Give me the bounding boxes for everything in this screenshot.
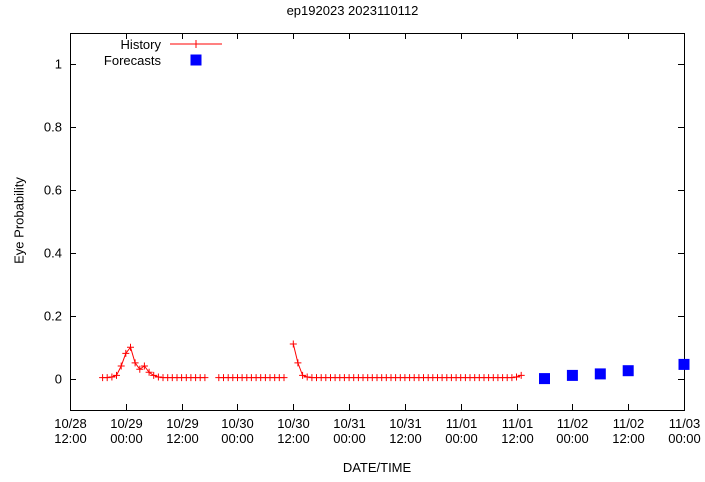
x-tick-label-time: 12:00	[389, 431, 422, 446]
x-tick-label-date: 10/29	[166, 416, 199, 431]
x-tick-label-date: 11/03	[669, 416, 701, 431]
forecast-square-sample-icon	[190, 54, 202, 66]
plot-border	[70, 33, 685, 411]
x-tick-label-time: 12:00	[54, 431, 87, 446]
history-line-sample-icon	[170, 40, 222, 48]
x-tick-label-time: 00:00	[221, 431, 254, 446]
x-tick-label-date: 11/02	[557, 416, 589, 431]
series-forecasts-marker	[594, 368, 606, 380]
x-tick-label-time: 00:00	[333, 431, 366, 446]
series-forecasts-marker	[566, 369, 578, 381]
x-tick-label-time: 00:00	[445, 431, 478, 446]
series-forecasts-marker	[622, 365, 634, 377]
square-marker-icon	[190, 54, 202, 66]
series-forecasts-marker	[678, 358, 690, 370]
x-tick-label-date: 10/31	[389, 416, 422, 431]
x-tick-label-date: 11/02	[613, 416, 645, 431]
x-tick-label-time: 00:00	[556, 431, 589, 446]
y-tick-label: 1	[55, 57, 62, 72]
x-tick-label-date: 10/31	[333, 416, 366, 431]
y-tick-label: 0.2	[44, 309, 62, 324]
series-forecasts-marker	[539, 373, 550, 385]
y-tick-label: 0	[55, 372, 62, 387]
chart-title: ep192023 2023110112	[286, 3, 419, 18]
y-axis-label: Eye Probability	[11, 177, 27, 264]
x-tick-label-time: 12:00	[501, 431, 534, 446]
legend-label-history: History	[120, 36, 161, 52]
x-tick-label-time: 12:00	[166, 431, 199, 446]
x-tick-label-time: 00:00	[110, 431, 143, 446]
x-axis-label: DATE/TIME	[342, 460, 412, 475]
x-tick-label-time: 12:00	[277, 431, 310, 446]
x-tick-label-date: 11/01	[446, 416, 478, 431]
x-tick-label-date: 11/01	[502, 416, 534, 431]
series-history-markers	[99, 340, 525, 382]
x-tick-label-date: 10/29	[110, 416, 143, 431]
series-history-line	[292, 343, 522, 379]
legend-label-forecasts: Forecasts	[103, 52, 161, 68]
y-tick-label: 0.4	[44, 246, 62, 261]
legend: History Forecasts	[95, 36, 222, 68]
x-tick-label-time: 12:00	[612, 431, 645, 446]
legend-item-forecasts: Forecasts	[95, 52, 222, 68]
legend-item-history: History	[95, 36, 222, 52]
plus-marker-icon	[192, 40, 200, 48]
x-tick-label-date: 10/28	[54, 416, 87, 431]
x-tick-label-date: 10/30	[277, 416, 310, 431]
y-tick-label: 0.6	[44, 183, 62, 198]
x-tick-label-date: 10/30	[221, 416, 254, 431]
x-tick-label-time: 00:00	[668, 431, 701, 446]
y-tick-label: 0.8	[44, 120, 62, 135]
